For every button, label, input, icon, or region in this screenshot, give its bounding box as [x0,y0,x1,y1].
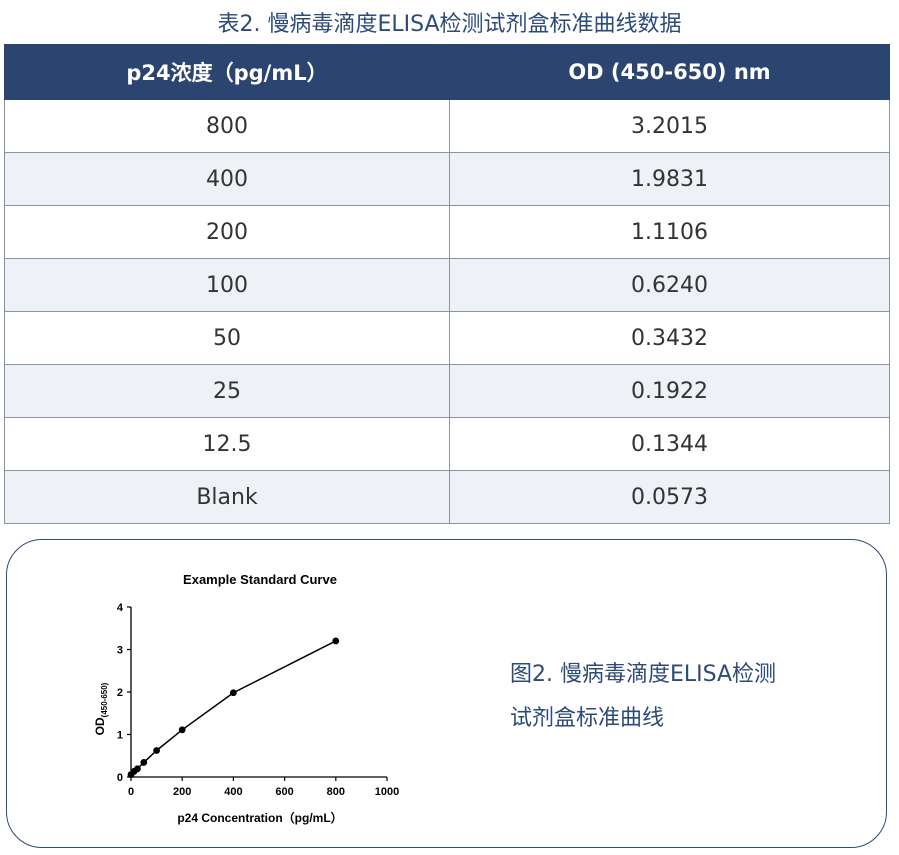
y-tick-label: 0 [117,772,123,784]
cell-od: 0.3432 [449,311,890,365]
y-tick-label: 4 [117,602,124,614]
standard-curve-chart: Example Standard Curve 0 200 400 600 800 1000… [93,572,399,825]
figure-caption-line2: 试剂盒标准曲线 [510,706,665,731]
chart-title: Example Standard Curve [183,572,337,587]
figure-caption: 图2. 慢病毒滴度ELISA检测 试剂盒标准曲线 [510,653,840,741]
cell-od: 1.1106 [449,205,890,259]
table-row: Blank 0.0573 [4,470,890,524]
cell-concentration: 25 [4,364,450,418]
x-tick-label: 600 [275,786,293,798]
cell-concentration: 200 [4,205,450,259]
header-concentration: p24浓度（pg/mL） [4,44,450,100]
y-ticks: 0 1 2 3 4 [117,602,131,784]
chart-axes [130,607,387,778]
header-od: OD (450-650) nm [449,44,890,100]
figure-caption-line1: 图2. 慢病毒滴度ELISA检测 [510,662,777,687]
cell-od: 0.0573 [449,470,890,524]
cell-od: 3.2015 [449,99,890,153]
data-point [178,726,186,734]
table-row: 200 1.1106 [4,205,890,259]
x-tick-label: 0 [128,786,134,798]
cell-od: 0.1922 [449,364,890,418]
data-point [134,765,141,773]
cell-od: 1.9831 [449,152,890,206]
data-point [332,637,340,645]
x-tick-label: 800 [327,786,345,798]
table-row: 12.5 0.1344 [4,417,890,471]
x-axis-label: p24 Concentration（pg/mL） [177,810,342,825]
y-axis-label-sub: (450-650) [100,682,109,717]
y-axis-label: OD(450-650) [93,682,109,735]
cell-concentration: 100 [4,258,450,312]
cell-concentration: 50 [4,311,450,365]
cell-concentration: 12.5 [4,417,450,471]
cell-concentration: 400 [4,152,450,206]
table-row: 800 3.2015 [4,99,890,153]
x-ticks: 0 200 400 600 800 1000 [128,777,399,798]
data-point [230,689,237,697]
y-axis-label-group: OD(450-650) [93,682,109,735]
data-point [140,759,148,766]
table-header-row: p24浓度（pg/mL） OD (450-650) nm [4,44,890,100]
data-points [127,637,340,778]
cell-concentration: 800 [4,99,450,153]
standard-curve-table: p24浓度（pg/mL） OD (450-650) nm 800 3.2015 … [4,44,890,524]
table-row: 100 0.6240 [4,258,890,312]
y-tick-label: 3 [117,645,123,657]
cell-concentration: Blank [4,470,450,524]
y-axis-label-main: OD [93,717,107,735]
cell-od: 0.1344 [449,417,890,471]
table-row: 50 0.3432 [4,311,890,365]
table-row: 400 1.9831 [4,152,890,206]
y-tick-label: 2 [117,687,123,699]
figure-card [6,539,887,848]
x-tick-label: 400 [224,786,242,798]
x-tick-label: 1000 [375,786,399,798]
data-point [153,747,160,754]
table-row: 25 0.1922 [4,364,890,418]
table-caption: 表2. 慢病毒滴度ELISA检测试剂盒标准曲线数据 [217,12,682,37]
cell-od: 0.6240 [449,258,890,312]
x-tick-label: 200 [173,786,191,798]
series-line [130,640,337,776]
y-tick-label: 1 [117,730,123,742]
